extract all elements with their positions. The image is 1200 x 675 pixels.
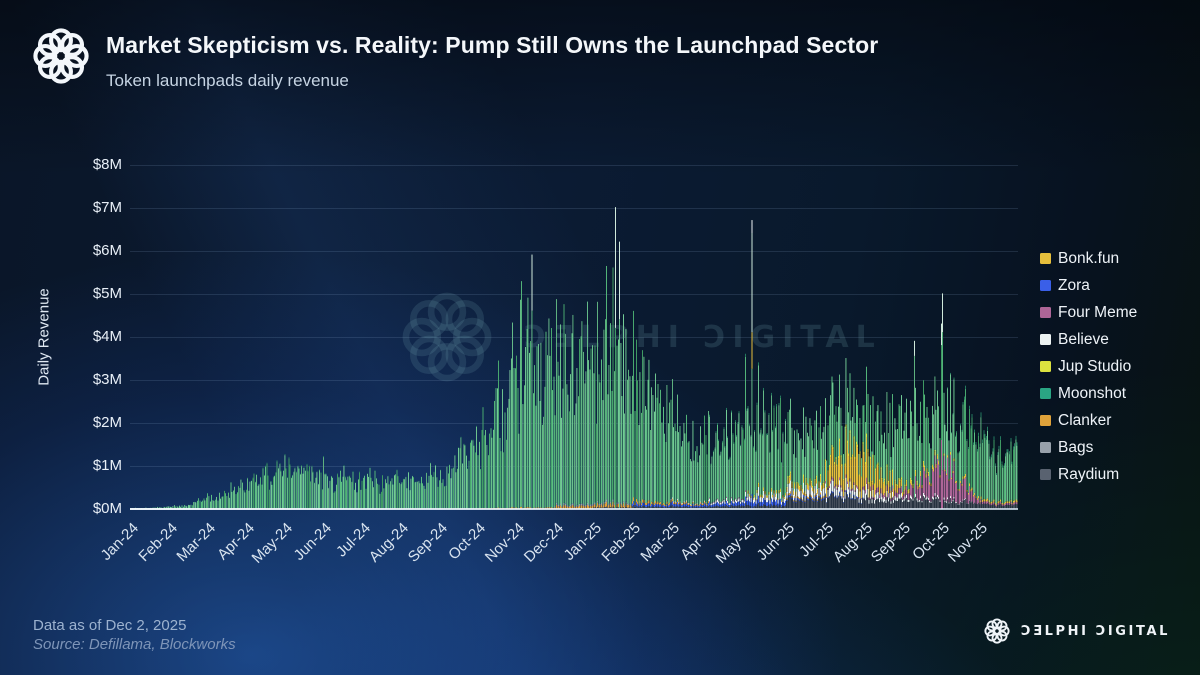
legend-swatch-clanker: [1040, 415, 1051, 426]
data-as-of-text: Data as of Dec 2, 2025: [33, 617, 187, 634]
delphi-logo-icon: [28, 23, 94, 89]
x-axis-baseline: [130, 508, 1018, 510]
legend-item: Bonk.fun: [1040, 245, 1137, 272]
legend-label: Jup Studio: [1058, 357, 1132, 375]
y-tick-label: $2M: [92, 414, 122, 431]
brand-footer: ƆƎLPHI ƆIGITAL: [982, 616, 1170, 646]
legend-item: Believe: [1040, 326, 1137, 353]
legend-swatch-bonk: [1040, 253, 1051, 264]
legend-swatch-moonshot: [1040, 388, 1051, 399]
legend-swatch-zora: [1040, 280, 1051, 291]
legend-label: Believe: [1058, 330, 1109, 348]
footer-notes: Data as of Dec 2, 2025 Source: Defillama…: [33, 617, 236, 653]
legend-item: Bags: [1040, 434, 1137, 461]
page-subtitle: Token launchpads daily revenue: [106, 71, 349, 90]
y-tick-label: $6M: [92, 242, 122, 259]
legend-item: Jup Studio: [1040, 353, 1137, 380]
legend-swatch-believe: [1040, 334, 1051, 345]
legend-swatch-raydium: [1040, 469, 1051, 480]
y-tick-label: $1M: [92, 457, 122, 474]
legend-label: Clanker: [1058, 411, 1112, 429]
legend-swatch-jup: [1040, 361, 1051, 372]
brand-name: ƆƎLPHI ƆIGITAL: [1021, 623, 1170, 639]
source-text: Source: Defillama, Blockworks: [33, 636, 236, 653]
legend-label: Moonshot: [1058, 384, 1127, 402]
y-axis-label: Daily Revenue: [35, 288, 53, 386]
legend-label: Bonk.fun: [1058, 249, 1120, 267]
brand-logo-icon: [984, 618, 1010, 644]
y-tick-label: $7M: [92, 199, 122, 216]
legend: Bonk.fun Zora Four Meme Believe Jup Studio Mo…: [1040, 245, 1137, 488]
y-tick-label: $0M: [92, 500, 122, 517]
legend-label: Four Meme: [1058, 303, 1138, 321]
legend-item: Moonshot: [1040, 380, 1137, 407]
legend-item: Raydium: [1040, 461, 1137, 488]
legend-swatch-fourmeme: [1040, 307, 1051, 318]
y-tick-label: $8M: [92, 156, 122, 173]
bars-canvas: [130, 164, 1018, 509]
legend-label: Bags: [1058, 438, 1094, 456]
legend-item: Clanker: [1040, 407, 1137, 434]
y-tick-label: $4M: [92, 328, 122, 345]
legend-swatch-bags: [1040, 442, 1051, 453]
legend-item: Four Meme: [1040, 299, 1137, 326]
legend-label: Zora: [1058, 276, 1090, 294]
y-tick-label: $3M: [92, 371, 122, 388]
y-tick-label: $5M: [92, 285, 122, 302]
page-title: Market Skepticism vs. Reality: Pump Stil…: [106, 32, 879, 58]
legend-item: Zora: [1040, 272, 1137, 299]
legend-label: Raydium: [1058, 465, 1120, 483]
